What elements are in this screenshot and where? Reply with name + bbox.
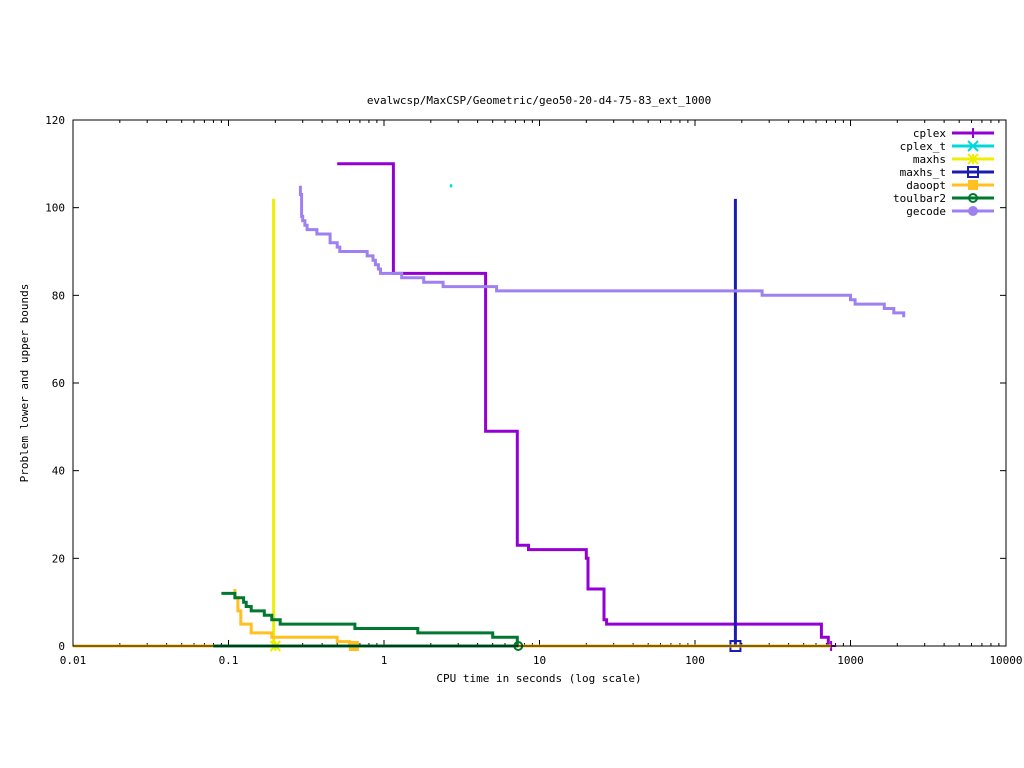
legend-marker-daoopt xyxy=(968,180,978,190)
series-daoopt-upper-line xyxy=(233,589,351,646)
legend-marker-maxhs xyxy=(967,153,979,165)
axis-ticks: 0.01 0.1 1 10 100 1000 10000 0 20 40 60 80 100 120 xyxy=(45,114,1022,667)
legend-label-toulbar2: toulbar2 xyxy=(893,192,946,205)
x-tick-label: 0.1 xyxy=(219,654,239,667)
x-tick-label: 10000 xyxy=(989,654,1022,667)
x-tick-label: 0.01 xyxy=(60,654,87,667)
legend-label-cplex_t: cplex_t xyxy=(900,140,946,153)
y-tick-label: 60 xyxy=(52,377,65,390)
x-tick-label: 1 xyxy=(381,654,388,667)
legend-marker-maxhs_t xyxy=(967,166,979,178)
series-gecode xyxy=(298,185,906,318)
y-tick-label: 100 xyxy=(45,202,65,215)
plot-frame xyxy=(72,119,1007,647)
y-tick-label: 120 xyxy=(45,114,65,127)
series-cplex xyxy=(337,162,837,651)
legend-marker-cplex xyxy=(968,128,978,138)
series-cplex-upper-line xyxy=(337,162,830,646)
chart-title: evalwcsp/MaxCSP/Geometric/geo50-20-d4-75… xyxy=(367,94,711,107)
y-tick-label: 20 xyxy=(52,552,65,565)
series-maxhs xyxy=(73,198,282,652)
legend-label-daoopt: daoopt xyxy=(906,179,946,192)
series-layer xyxy=(73,162,906,652)
legend-marker-gecode xyxy=(968,206,978,216)
series-daoopt xyxy=(73,589,832,651)
x-tick-label: 100 xyxy=(685,654,705,667)
series-maxhs_t xyxy=(275,198,742,652)
legend-marker-cplex_t xyxy=(967,140,979,152)
series-toulbar2-upper-line xyxy=(221,591,519,646)
y-tick-label: 80 xyxy=(52,289,65,302)
y-tick-label: 0 xyxy=(58,640,65,653)
legend-label-maxhs: maxhs xyxy=(913,153,946,166)
series-toulbar2 xyxy=(213,591,524,651)
legend-marker-toulbar2 xyxy=(968,193,978,203)
y-tick-label: 40 xyxy=(52,465,65,478)
legend-label-cplex: cplex xyxy=(913,127,946,140)
y-axis-label: Problem lower and upper bounds xyxy=(18,284,31,483)
x-tick-label: 10 xyxy=(533,654,546,667)
x-tick-label: 1000 xyxy=(837,654,864,667)
legend-label-maxhs_t: maxhs_t xyxy=(900,166,946,179)
x-axis-label: CPU time in seconds (log scale) xyxy=(436,672,641,685)
legend: cplexcplex_tmaxhsmaxhs_tdaoopttoulbar2ge… xyxy=(893,127,994,218)
series-gecode-upper-line xyxy=(298,185,906,318)
legend-label-gecode: gecode xyxy=(906,205,946,218)
